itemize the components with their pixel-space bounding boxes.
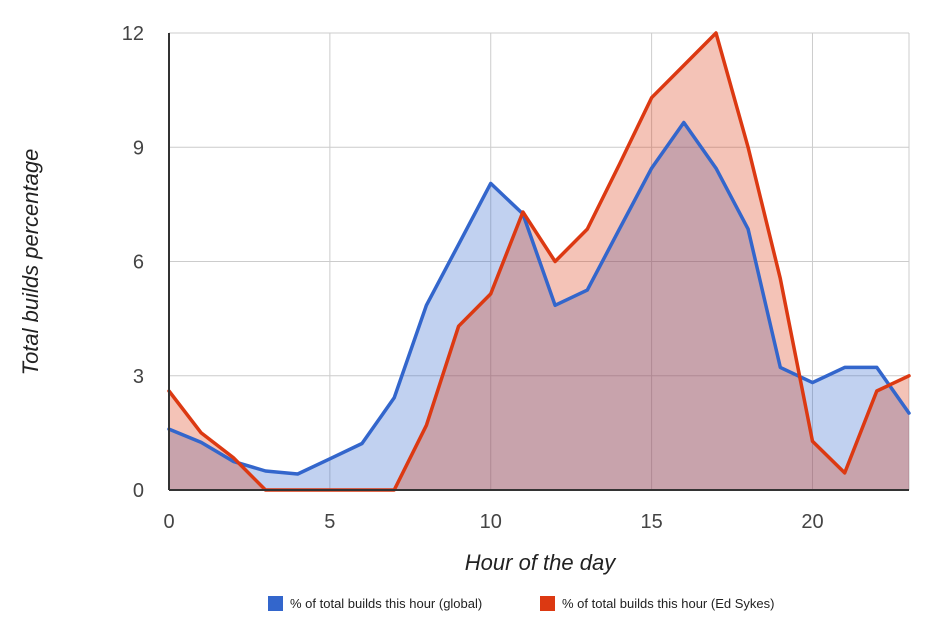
x-tick-label-0: 0 [163, 511, 174, 533]
x-tick-label-1: 5 [324, 511, 335, 533]
legend-label-0: % of total builds this hour (global) [290, 596, 482, 611]
x-tick-label-2: 10 [480, 511, 502, 533]
y-axis-title: Total builds percentage [18, 149, 43, 376]
y-tick-label-1: 3 [133, 366, 144, 388]
legend-swatch-1 [540, 596, 555, 611]
y-tick-label-0: 0 [133, 480, 144, 502]
x-tick-labels: 0 5 10 15 20 [163, 511, 823, 533]
legend-label-1: % of total builds this hour (Ed Sykes) [562, 596, 774, 611]
y-tick-label-3: 9 [133, 137, 144, 159]
x-tick-label-4: 20 [801, 511, 823, 533]
x-tick-label-3: 15 [640, 511, 662, 533]
legend-swatch-0 [268, 596, 283, 611]
y-tick-label-4: 12 [122, 23, 144, 45]
x-axis-title: Hour of the day [465, 550, 617, 575]
chart-legend: % of total builds this hour (global) % of… [268, 596, 774, 611]
y-tick-label-2: 6 [133, 252, 144, 274]
series-0-area [169, 122, 909, 490]
y-tick-labels: 0 3 6 9 12 [122, 23, 144, 502]
series-0-line [167, 120, 911, 476]
chart-axes [168, 33, 909, 491]
